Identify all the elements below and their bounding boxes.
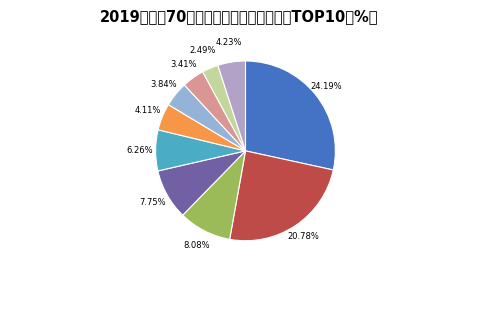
Text: 24.19%: 24.19% [310, 82, 342, 91]
Text: 8.08%: 8.08% [183, 241, 210, 250]
Text: 6.26%: 6.26% [126, 146, 153, 155]
Text: 2.49%: 2.49% [189, 46, 216, 55]
Wedge shape [245, 61, 335, 170]
Wedge shape [158, 151, 245, 215]
Wedge shape [203, 65, 245, 151]
Text: 3.84%: 3.84% [150, 80, 176, 89]
Wedge shape [169, 85, 245, 151]
Wedge shape [156, 130, 245, 171]
Wedge shape [229, 151, 333, 241]
Wedge shape [184, 72, 245, 151]
Wedge shape [182, 151, 245, 239]
Text: 4.23%: 4.23% [215, 38, 242, 47]
Wedge shape [218, 61, 246, 151]
Text: 2019年重点70城全装修房企发布中标占比TOP10（%）: 2019年重点70城全装修房企发布中标占比TOP10（%） [100, 10, 379, 25]
Text: 7.75%: 7.75% [140, 198, 166, 207]
Wedge shape [158, 105, 245, 151]
Text: 4.11%: 4.11% [134, 106, 160, 115]
Text: 20.78%: 20.78% [287, 232, 319, 241]
Text: 3.41%: 3.41% [171, 60, 197, 69]
